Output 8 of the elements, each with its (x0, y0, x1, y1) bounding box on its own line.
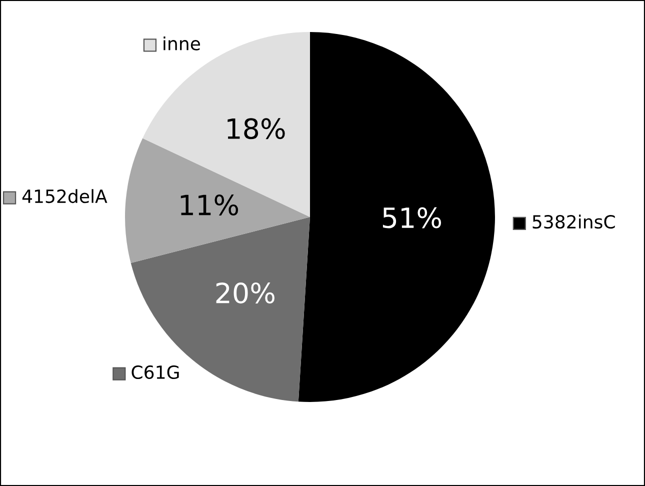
legend-label: 5382insC (532, 214, 615, 229)
data-label: 18% (228, 118, 285, 140)
data-label: 51% (382, 207, 442, 228)
legend-label: C61G (132, 365, 179, 380)
data-label: 20% (216, 282, 274, 304)
legend-label: 4152delA (22, 189, 108, 204)
legend-label: inne (164, 36, 200, 50)
data-label: 11% (180, 194, 238, 216)
